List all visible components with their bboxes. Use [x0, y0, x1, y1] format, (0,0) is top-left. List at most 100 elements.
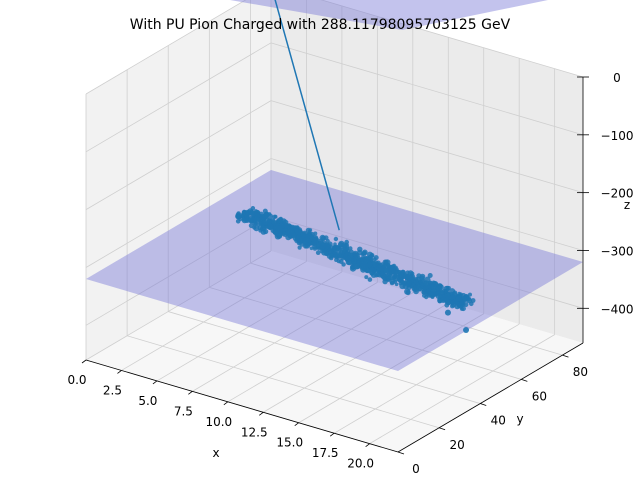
- axes: [81, 76, 589, 455]
- data-point: [369, 267, 375, 272]
- data-point: [406, 280, 412, 285]
- data-point: [457, 303, 462, 308]
- data-point: [250, 206, 256, 211]
- y-tick-label: 20: [449, 438, 464, 452]
- data-point: [337, 242, 344, 248]
- data-point: [444, 309, 451, 316]
- x-tick-mark: [117, 370, 122, 374]
- data-point: [267, 224, 274, 230]
- data-point: [248, 223, 254, 229]
- x-tick-mark: [365, 443, 370, 447]
- x-tick-mark: [329, 432, 335, 437]
- x-tick-label: 20.0: [347, 457, 374, 471]
- data-point: [382, 278, 388, 285]
- grid-line-y-floor: [126, 335, 440, 429]
- data-point: [336, 259, 341, 264]
- data-point: [379, 271, 385, 276]
- grid-line-x-floor: [227, 292, 414, 403]
- data-point: [236, 214, 241, 219]
- data-point: [428, 280, 433, 285]
- data-point: [427, 273, 433, 278]
- grid-line-y-floor: [250, 262, 563, 356]
- data-point: [415, 281, 420, 286]
- x-tick-mark: [223, 401, 229, 406]
- data-point: [276, 220, 281, 224]
- grid-line-x-floor: [156, 271, 343, 382]
- data-point: [303, 243, 309, 249]
- grid-line-x-floor: [192, 282, 378, 392]
- grid-line-z-back: [270, 215, 584, 309]
- data-point: [419, 275, 425, 282]
- data-point: [422, 286, 427, 291]
- x-tick-label: 15.0: [276, 436, 303, 450]
- data-point: [420, 282, 425, 287]
- data-point: [445, 293, 451, 299]
- data-point: [399, 273, 405, 278]
- x-tick-label: 7.5: [174, 404, 193, 418]
- planes: [86, 0, 583, 372]
- data-point: [353, 253, 359, 258]
- data-point: [450, 295, 454, 299]
- grid-line-z-back: [320, 0, 584, 78]
- grid-line-x-floor: [263, 302, 449, 413]
- data-point: [390, 266, 396, 272]
- data-point: [463, 326, 470, 333]
- data-point: [345, 246, 350, 251]
- x-tick-label: 0.0: [67, 373, 86, 387]
- data-point: [315, 250, 321, 255]
- y-tick-mark: [480, 403, 487, 406]
- data-point: [348, 246, 353, 251]
- data-point: [297, 245, 302, 250]
- data-point: [273, 214, 278, 219]
- data-point: [254, 209, 258, 213]
- grid-line-x-floor: [369, 334, 555, 444]
- data-point: [271, 219, 277, 225]
- grid-line-x-floor: [298, 313, 484, 424]
- data-point: [333, 253, 338, 258]
- left-pane: [86, 0, 271, 360]
- data-point: [386, 263, 391, 269]
- data-point: [455, 301, 459, 305]
- data-point: [383, 267, 390, 274]
- data-point: [459, 299, 464, 304]
- data-point: [469, 301, 474, 307]
- z-tick-label: −300: [601, 244, 634, 258]
- x-tick-label: 10.0: [205, 415, 232, 429]
- data-point: [348, 252, 354, 258]
- data-point: [457, 291, 462, 296]
- grid-line-y-floor: [209, 286, 522, 380]
- x-tick-label: 5.0: [138, 394, 157, 408]
- axes-panes: [86, 0, 583, 452]
- z-tick-label: −200: [601, 187, 634, 201]
- data-point: [450, 300, 454, 305]
- data-point: [333, 249, 338, 255]
- data-point: [356, 260, 361, 266]
- data-point: [372, 261, 376, 265]
- data-point: [407, 274, 413, 280]
- y-tick-label: 0: [412, 462, 420, 476]
- data-point: [381, 265, 386, 270]
- grid-line-z-left: [85, 42, 272, 153]
- data-point: [302, 237, 309, 245]
- data-point: [392, 275, 399, 282]
- data-point: [364, 256, 371, 263]
- grid-line-y-floor: [168, 311, 481, 404]
- grid-line-z-left: [85, 215, 272, 326]
- data-point: [285, 234, 292, 241]
- y-axis-line: [397, 342, 584, 453]
- grid-line-x-floor: [121, 261, 307, 371]
- grid-line-z-left: [85, 158, 272, 268]
- data-point: [365, 268, 371, 274]
- x-axis-label: x: [212, 446, 219, 460]
- plane-2: [230, 0, 548, 30]
- z-tick-label: −400: [601, 302, 634, 316]
- data-point: [280, 223, 284, 227]
- data-point: [445, 285, 450, 290]
- data-point: [267, 218, 272, 224]
- grid-line-z-back: [270, 100, 584, 194]
- data-point: [398, 281, 403, 286]
- data-point: [248, 215, 255, 223]
- data-point: [257, 225, 263, 231]
- data-point: [311, 241, 317, 247]
